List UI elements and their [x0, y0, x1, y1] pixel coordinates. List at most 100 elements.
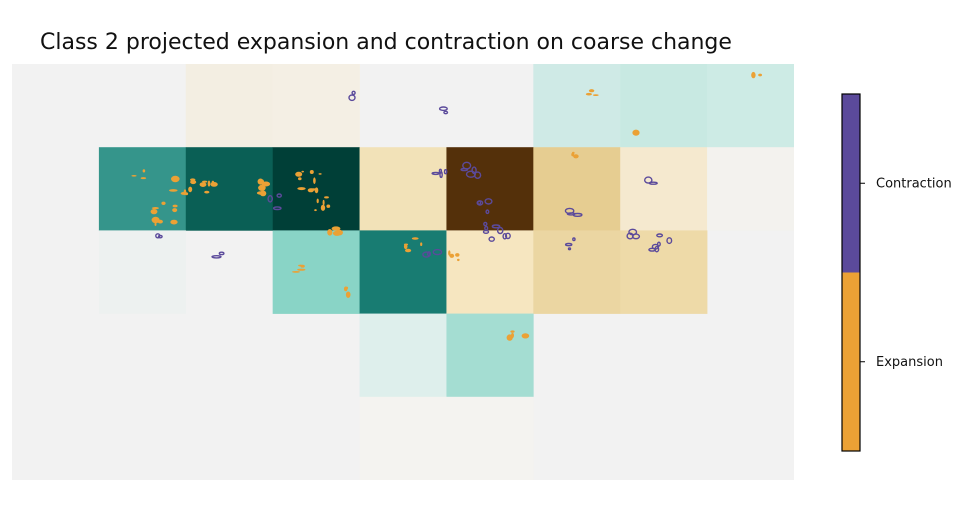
heatmap-cell: [272, 230, 360, 314]
contraction-patch: [473, 171, 482, 179]
expansion-patch: [180, 191, 188, 195]
contraction-patch: [439, 171, 443, 179]
contraction-patch: [484, 198, 493, 205]
heatmap-cell: [620, 230, 708, 314]
contraction-patch: [488, 236, 496, 242]
heatmap-cell: [272, 64, 360, 148]
expansion-patch: [298, 177, 302, 181]
expansion-patch: [324, 196, 329, 199]
contraction-patch: [644, 176, 653, 184]
heatmap-cell: [707, 64, 794, 148]
contraction-patch: [654, 245, 660, 253]
chart-title: Class 2 projected expansion and contract…: [40, 30, 732, 55]
contraction-patch: [564, 207, 575, 215]
heatmap-cell: [359, 230, 447, 314]
contraction-patch: [483, 221, 488, 227]
contraction-patch: [572, 212, 583, 217]
expansion-patch: [457, 258, 460, 262]
expansion-patch: [592, 94, 599, 96]
expansion-patch: [751, 71, 756, 79]
expansion-patch: [449, 253, 455, 258]
contraction-patch: [656, 241, 661, 247]
expansion-patch: [455, 253, 460, 257]
expansion-patch: [322, 199, 325, 206]
expansion-patch: [210, 182, 218, 187]
expansion-patch: [345, 286, 349, 290]
expansion-patch: [327, 229, 333, 236]
expansion-patch: [300, 264, 305, 268]
expansion-patch: [150, 209, 158, 215]
contraction-patch: [471, 166, 477, 175]
heatmap-cell: [185, 64, 273, 148]
expansion-patch: [131, 175, 137, 177]
heatmap-cell: [98, 230, 187, 314]
expansion-patch: [170, 219, 178, 225]
contraction-patch: [431, 171, 441, 176]
expansion-patch: [572, 151, 575, 155]
contraction-patch: [491, 224, 501, 229]
expansion-patch: [301, 170, 305, 173]
contraction-patch: [443, 168, 448, 175]
legend-label: Contraction: [876, 176, 952, 191]
expansion-patch: [524, 334, 529, 338]
colorbar-frame: [841, 93, 861, 452]
contraction-patch: [666, 237, 673, 245]
expansion-patch: [403, 243, 408, 250]
expansion-patch: [297, 187, 306, 191]
expansion-patch: [259, 190, 267, 197]
contraction-patch: [485, 209, 490, 215]
contraction-patch: [155, 233, 161, 239]
contraction-patch: [443, 110, 449, 115]
expansion-patch: [188, 186, 193, 193]
contraction-patch: [348, 94, 356, 102]
heatmap-cell: [446, 147, 534, 231]
colorbar-segment: [842, 94, 860, 273]
expansion-patch: [318, 173, 322, 175]
heatmap-cell: [98, 147, 187, 231]
contraction-patch: [460, 167, 469, 172]
expansion-patch: [258, 184, 266, 191]
expansion-patch: [420, 242, 423, 246]
heatmap-cell: [359, 147, 447, 231]
contraction-patch: [631, 233, 641, 240]
expansion-patch: [332, 230, 342, 236]
contraction-patch: [438, 106, 448, 112]
contraction-patch: [567, 247, 572, 251]
expansion-patch: [190, 180, 197, 185]
expansion-patch: [172, 208, 178, 213]
colorbar-legend: Contraction Expansion: [841, 93, 952, 452]
heatmap-cell: [533, 230, 621, 314]
expansion-patch: [297, 268, 306, 271]
contraction-patch: [432, 248, 443, 256]
contraction-patch: [564, 242, 573, 247]
expansion-patch: [634, 131, 640, 134]
expansion-patch: [142, 169, 146, 173]
expansion-patch: [171, 175, 180, 183]
expansion-patch: [320, 204, 326, 211]
expansion-patch: [510, 330, 515, 333]
heatmap-cell: [533, 147, 621, 231]
expansion-patch: [204, 190, 210, 194]
colorbar-segment: [842, 272, 860, 451]
heatmap-cell: [620, 147, 708, 231]
expansion-patch: [199, 182, 207, 187]
contraction-patch: [476, 200, 484, 206]
heatmap-cell: [446, 396, 534, 480]
expansion-patch: [573, 154, 579, 159]
heatmap-cell: [359, 396, 447, 480]
contraction-patch: [504, 232, 511, 240]
expansion-patch: [154, 222, 157, 226]
heatmap-cell: [446, 313, 534, 398]
expansion-patch: [316, 198, 319, 204]
heatmap-cell: [707, 147, 794, 231]
expansion-patch: [172, 204, 178, 208]
contraction-patch: [218, 251, 225, 256]
expansion-patch: [151, 207, 159, 210]
expansion-patch: [511, 332, 514, 338]
expansion-patch: [326, 204, 331, 208]
expansion-patch: [169, 189, 178, 192]
expansion-patch: [295, 171, 303, 177]
heatmap-cell: [620, 64, 708, 148]
legend-label: Expansion: [876, 355, 943, 370]
expansion-patch: [758, 73, 762, 77]
